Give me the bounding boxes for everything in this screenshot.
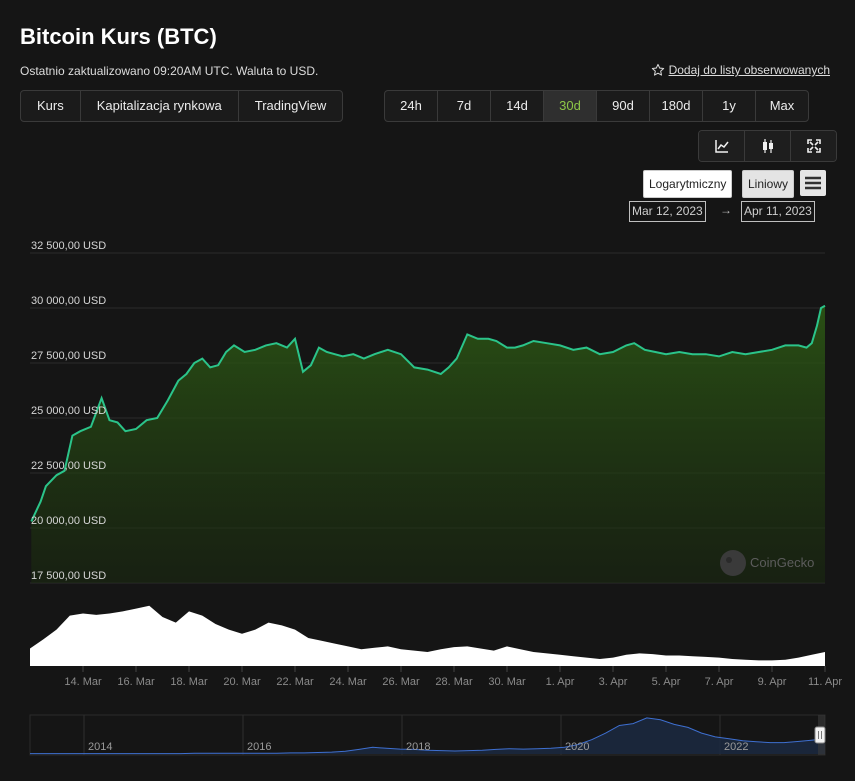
coingecko-watermark: CoinGecko (720, 550, 814, 576)
add-to-watchlist-link[interactable]: Dodaj do listy obserwowanych (651, 63, 830, 77)
y-tick-label: 25 000,00 USD (31, 405, 106, 417)
view-tabs: Kurs Kapitalizacja rynkowa TradingView (20, 90, 344, 122)
x-tick-label: 20. Mar (223, 676, 261, 688)
x-tick-label: 1. Apr (546, 676, 575, 688)
watchlist-label: Dodaj do listy obserwowanych (668, 63, 830, 77)
date-to-input[interactable]: Apr 11, 2023 (741, 201, 815, 222)
x-tick-label: 9. Apr (758, 676, 787, 688)
range-7d[interactable]: 7d (438, 91, 491, 121)
log-scale-button[interactable]: Logarytmiczny (643, 170, 733, 198)
chart-type-toggle (698, 130, 837, 162)
navigator-year-label: 2014 (88, 741, 112, 753)
navigator-year-label: 2020 (565, 741, 589, 753)
y-tick-label: 17 500,00 USD (31, 570, 106, 582)
fullscreen-icon (806, 139, 821, 153)
range-14d[interactable]: 14d (491, 91, 544, 121)
candlestick-icon (762, 139, 773, 153)
x-tick-label: 18. Mar (170, 676, 208, 688)
y-tick-label: 20 000,00 USD (31, 515, 106, 527)
x-tick-label: 16. Mar (117, 676, 155, 688)
navigator-area (30, 717, 825, 754)
price-line (30, 304, 826, 522)
range-30d[interactable]: 30d (544, 91, 597, 121)
last-updated-text: Ostatnio zaktualizowano 09:20AM UTC. Wal… (20, 64, 319, 78)
range-90d[interactable]: 90d (597, 91, 650, 121)
fullscreen-button[interactable] (791, 131, 836, 161)
line-chart-button[interactable] (699, 131, 745, 161)
line-chart-icon (714, 140, 729, 153)
navigator-handle[interactable] (814, 726, 826, 744)
navigator-year-label: 2022 (724, 741, 748, 753)
hamburger-menu-icon (805, 176, 821, 190)
x-tick-label: 14. Mar (64, 676, 102, 688)
date-range-arrow: → (720, 203, 732, 217)
x-tick-label: 30. Mar (488, 676, 526, 688)
range-tabs: 24h 7d 14d 30d 90d 180d 1y Max (384, 90, 809, 122)
navigator-year-label: 2016 (247, 741, 271, 753)
volume-area (30, 605, 825, 666)
navigator-line (30, 717, 826, 755)
linear-scale-button[interactable]: Liniowy (742, 170, 795, 198)
x-tick-label: 5. Apr (652, 676, 681, 688)
range-1y[interactable]: 1y (703, 91, 756, 121)
y-tick-label: 22 500,00 USD (31, 460, 106, 472)
range-24h[interactable]: 24h (385, 91, 438, 121)
page-title: Bitcoin Kurs (BTC) (20, 24, 217, 49)
x-tick-label: 22. Mar (276, 676, 314, 688)
price-area-fill (31, 305, 826, 583)
tab-market-cap[interactable]: Kapitalizacja rynkowa (81, 91, 239, 121)
y-tick-label: 30 000,00 USD (31, 295, 106, 307)
x-tick-label: 7. Apr (705, 676, 734, 688)
navigator-year-label: 2018 (406, 741, 430, 753)
x-tick-label: 28. Mar (435, 676, 473, 688)
x-tick-label: 3. Apr (599, 676, 628, 688)
date-from-input[interactable]: Mar 12, 2023 (629, 201, 706, 222)
chart-menu-button[interactable] (800, 170, 826, 196)
x-tick-label: 11. Apr (808, 676, 842, 688)
x-tick-label: 26. Mar (382, 676, 420, 688)
y-tick-label: 27 500,00 USD (31, 350, 106, 362)
candlestick-chart-button[interactable] (745, 131, 791, 161)
range-180d[interactable]: 180d (650, 91, 703, 121)
tab-price[interactable]: Kurs (21, 91, 81, 121)
star-icon (651, 63, 664, 76)
range-max[interactable]: Max (769, 98, 795, 113)
range-navigator: 2014 2016 2018 2020 2022 (29, 714, 826, 756)
tab-tradingview[interactable]: TradingView (254, 98, 327, 113)
x-tick-label: 24. Mar (329, 676, 367, 688)
y-tick-label: 32 500,00 USD (31, 240, 106, 252)
watermark-text: CoinGecko (750, 555, 814, 570)
